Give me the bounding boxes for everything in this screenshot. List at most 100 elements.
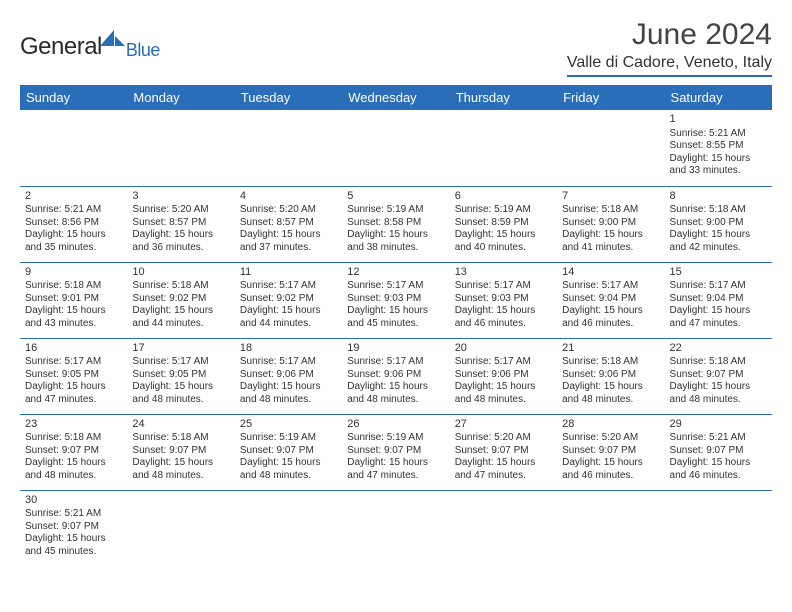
daylight-text-1: Daylight: 15 hours	[240, 381, 337, 394]
sunrise-text: Sunrise: 5:18 AM	[562, 356, 659, 369]
sunset-text: Sunset: 9:02 PM	[240, 293, 337, 306]
calendar-empty-cell	[235, 490, 342, 566]
daylight-text-2: and 37 minutes.	[240, 242, 337, 255]
calendar-day-cell: 28Sunrise: 5:20 AMSunset: 9:07 PMDayligh…	[557, 414, 664, 490]
daylight-text-2: and 44 minutes.	[132, 318, 229, 331]
header: General Blue June 2024 Valle di Cadore, …	[20, 18, 772, 77]
day-number: 22	[670, 342, 767, 356]
daylight-text-2: and 36 minutes.	[132, 242, 229, 255]
sunrise-text: Sunrise: 5:17 AM	[670, 280, 767, 293]
daylight-text-1: Daylight: 15 hours	[347, 457, 444, 470]
daylight-text-2: and 46 minutes.	[670, 470, 767, 483]
sunset-text: Sunset: 9:07 PM	[25, 445, 122, 458]
daylight-text-2: and 47 minutes.	[347, 470, 444, 483]
daylight-text-2: and 43 minutes.	[25, 318, 122, 331]
daylight-text-2: and 47 minutes.	[455, 470, 552, 483]
calendar-week-row: 2Sunrise: 5:21 AMSunset: 8:56 PMDaylight…	[20, 186, 772, 262]
sunset-text: Sunset: 9:07 PM	[132, 445, 229, 458]
sunset-text: Sunset: 9:06 PM	[347, 369, 444, 382]
calendar-day-cell: 3Sunrise: 5:20 AMSunset: 8:57 PMDaylight…	[127, 186, 234, 262]
day-number: 13	[455, 266, 552, 280]
sunrise-text: Sunrise: 5:18 AM	[25, 432, 122, 445]
sunset-text: Sunset: 9:00 PM	[670, 217, 767, 230]
weekday-header: Monday	[127, 85, 234, 110]
day-number: 8	[670, 190, 767, 204]
sunrise-text: Sunrise: 5:17 AM	[347, 280, 444, 293]
calendar-empty-cell	[557, 110, 664, 186]
calendar-day-cell: 14Sunrise: 5:17 AMSunset: 9:04 PMDayligh…	[557, 262, 664, 338]
calendar-day-cell: 9Sunrise: 5:18 AMSunset: 9:01 PMDaylight…	[20, 262, 127, 338]
day-number: 20	[455, 342, 552, 356]
sunset-text: Sunset: 9:05 PM	[132, 369, 229, 382]
sunrise-text: Sunrise: 5:18 AM	[25, 280, 122, 293]
sunrise-text: Sunrise: 5:17 AM	[347, 356, 444, 369]
daylight-text-1: Daylight: 15 hours	[132, 457, 229, 470]
calendar-day-cell: 5Sunrise: 5:19 AMSunset: 8:58 PMDaylight…	[342, 186, 449, 262]
sunset-text: Sunset: 8:57 PM	[132, 217, 229, 230]
sunset-text: Sunset: 8:55 PM	[670, 140, 767, 153]
sunset-text: Sunset: 9:07 PM	[670, 369, 767, 382]
sunrise-text: Sunrise: 5:21 AM	[25, 204, 122, 217]
daylight-text-2: and 48 minutes.	[670, 394, 767, 407]
calendar-day-cell: 15Sunrise: 5:17 AMSunset: 9:04 PMDayligh…	[665, 262, 772, 338]
daylight-text-1: Daylight: 15 hours	[562, 305, 659, 318]
daylight-text-1: Daylight: 15 hours	[240, 229, 337, 242]
day-number: 6	[455, 190, 552, 204]
day-number: 17	[132, 342, 229, 356]
daylight-text-1: Daylight: 15 hours	[562, 229, 659, 242]
daylight-text-1: Daylight: 15 hours	[25, 457, 122, 470]
day-number: 12	[347, 266, 444, 280]
sunrise-text: Sunrise: 5:19 AM	[347, 204, 444, 217]
day-number: 26	[347, 418, 444, 432]
weekday-header: Tuesday	[235, 85, 342, 110]
calendar-day-cell: 6Sunrise: 5:19 AMSunset: 8:59 PMDaylight…	[450, 186, 557, 262]
calendar-week-row: 23Sunrise: 5:18 AMSunset: 9:07 PMDayligh…	[20, 414, 772, 490]
sunrise-text: Sunrise: 5:17 AM	[562, 280, 659, 293]
sunset-text: Sunset: 8:59 PM	[455, 217, 552, 230]
calendar-empty-cell	[450, 490, 557, 566]
sunset-text: Sunset: 9:04 PM	[670, 293, 767, 306]
logo-sail-icon	[100, 28, 126, 53]
sunrise-text: Sunrise: 5:17 AM	[455, 280, 552, 293]
calendar-empty-cell	[665, 490, 772, 566]
daylight-text-2: and 46 minutes.	[562, 470, 659, 483]
daylight-text-2: and 38 minutes.	[347, 242, 444, 255]
day-number: 25	[240, 418, 337, 432]
daylight-text-1: Daylight: 15 hours	[670, 229, 767, 242]
daylight-text-2: and 48 minutes.	[240, 470, 337, 483]
calendar-empty-cell	[450, 110, 557, 186]
daylight-text-1: Daylight: 15 hours	[455, 381, 552, 394]
sunset-text: Sunset: 9:07 PM	[240, 445, 337, 458]
calendar-day-cell: 30Sunrise: 5:21 AMSunset: 9:07 PMDayligh…	[20, 490, 127, 566]
day-number: 21	[562, 342, 659, 356]
calendar-day-cell: 26Sunrise: 5:19 AMSunset: 9:07 PMDayligh…	[342, 414, 449, 490]
day-number: 27	[455, 418, 552, 432]
calendar-body: 1Sunrise: 5:21 AMSunset: 8:55 PMDaylight…	[20, 110, 772, 566]
calendar-day-cell: 11Sunrise: 5:17 AMSunset: 9:02 PMDayligh…	[235, 262, 342, 338]
sunrise-text: Sunrise: 5:21 AM	[670, 432, 767, 445]
month-title: June 2024	[567, 18, 772, 52]
logo-text-general: General	[20, 33, 102, 61]
calendar-day-cell: 20Sunrise: 5:17 AMSunset: 9:06 PMDayligh…	[450, 338, 557, 414]
logo-text-blue: Blue	[126, 40, 160, 61]
sunrise-text: Sunrise: 5:18 AM	[132, 280, 229, 293]
calendar-header-row: SundayMondayTuesdayWednesdayThursdayFrid…	[20, 85, 772, 110]
weekday-header: Friday	[557, 85, 664, 110]
day-number: 16	[25, 342, 122, 356]
daylight-text-1: Daylight: 15 hours	[25, 533, 122, 546]
daylight-text-2: and 33 minutes.	[670, 165, 767, 178]
calendar-week-row: 30Sunrise: 5:21 AMSunset: 9:07 PMDayligh…	[20, 490, 772, 566]
daylight-text-1: Daylight: 15 hours	[670, 381, 767, 394]
daylight-text-1: Daylight: 15 hours	[670, 305, 767, 318]
sunset-text: Sunset: 9:06 PM	[240, 369, 337, 382]
calendar-day-cell: 23Sunrise: 5:18 AMSunset: 9:07 PMDayligh…	[20, 414, 127, 490]
calendar-day-cell: 8Sunrise: 5:18 AMSunset: 9:00 PMDaylight…	[665, 186, 772, 262]
sunset-text: Sunset: 9:07 PM	[562, 445, 659, 458]
sunrise-text: Sunrise: 5:18 AM	[132, 432, 229, 445]
calendar-table: SundayMondayTuesdayWednesdayThursdayFrid…	[20, 85, 772, 566]
day-number: 10	[132, 266, 229, 280]
sunset-text: Sunset: 9:01 PM	[25, 293, 122, 306]
sunset-text: Sunset: 9:02 PM	[132, 293, 229, 306]
day-number: 4	[240, 190, 337, 204]
calendar-day-cell: 18Sunrise: 5:17 AMSunset: 9:06 PMDayligh…	[235, 338, 342, 414]
